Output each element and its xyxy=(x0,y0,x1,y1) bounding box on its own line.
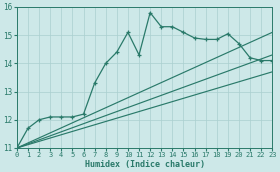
X-axis label: Humidex (Indice chaleur): Humidex (Indice chaleur) xyxy=(85,159,205,169)
